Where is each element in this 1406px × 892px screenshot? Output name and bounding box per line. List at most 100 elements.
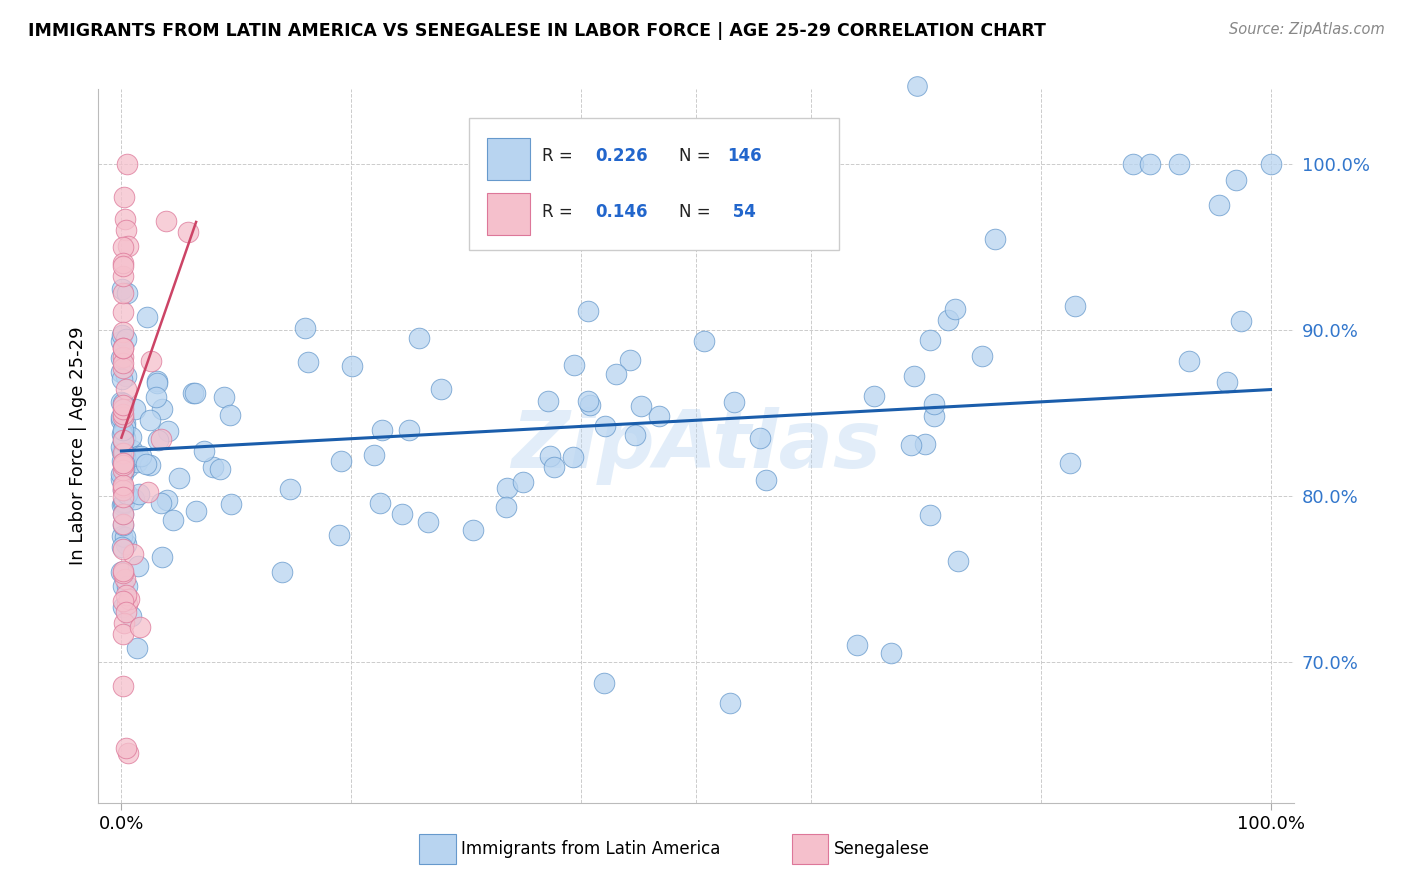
- Point: [115, 487, 138, 501]
- Point: [880, 647, 903, 661]
- FancyBboxPatch shape: [470, 118, 839, 250]
- Point: [129, 620, 152, 634]
- Point: [127, 450, 149, 464]
- Point: [209, 461, 232, 475]
- Point: [593, 676, 616, 690]
- Point: [271, 565, 294, 579]
- Point: [141, 354, 163, 368]
- Point: [111, 407, 134, 421]
- Point: [115, 369, 138, 384]
- Point: [111, 467, 134, 481]
- Text: N =: N =: [679, 147, 716, 165]
- Point: [1225, 173, 1247, 187]
- Point: [114, 572, 136, 586]
- Point: [512, 475, 534, 489]
- Point: [562, 358, 585, 372]
- Point: [115, 223, 138, 237]
- Point: [1064, 299, 1087, 313]
- Text: 0.146: 0.146: [596, 203, 648, 221]
- Point: [897, 148, 920, 162]
- Point: [111, 351, 134, 365]
- Point: [111, 361, 134, 376]
- Point: [111, 356, 134, 370]
- Point: [495, 500, 517, 514]
- Point: [111, 433, 134, 447]
- Point: [112, 461, 135, 475]
- Point: [111, 395, 134, 409]
- Point: [111, 325, 134, 339]
- Point: [755, 473, 778, 487]
- Point: [121, 442, 143, 457]
- Point: [111, 490, 134, 504]
- Point: [111, 564, 134, 578]
- Point: [110, 467, 132, 481]
- Point: [112, 446, 135, 460]
- Point: [146, 433, 169, 447]
- Point: [115, 286, 138, 301]
- Point: [111, 282, 134, 296]
- Point: [114, 431, 136, 445]
- Point: [648, 409, 671, 424]
- Point: [576, 303, 599, 318]
- Point: [212, 390, 235, 404]
- Point: [110, 394, 132, 409]
- Point: [723, 395, 745, 409]
- Point: [114, 420, 136, 434]
- Point: [111, 542, 134, 557]
- Point: [112, 494, 135, 508]
- Point: [111, 372, 134, 386]
- Point: [111, 444, 134, 458]
- Point: [110, 334, 132, 348]
- Point: [122, 492, 145, 507]
- Point: [114, 382, 136, 396]
- Point: [127, 641, 149, 656]
- Point: [110, 566, 132, 580]
- Point: [900, 438, 922, 452]
- Point: [115, 605, 138, 619]
- Point: [128, 486, 150, 500]
- Point: [391, 507, 413, 521]
- Point: [176, 225, 198, 239]
- Point: [117, 746, 139, 760]
- Point: [340, 359, 363, 374]
- Point: [139, 413, 162, 427]
- Point: [970, 349, 993, 363]
- Text: ZipAtlas: ZipAtlas: [510, 407, 882, 485]
- Point: [111, 285, 134, 300]
- Point: [152, 550, 174, 565]
- Point: [114, 450, 136, 464]
- Point: [127, 558, 149, 573]
- Point: [184, 504, 207, 518]
- Point: [111, 426, 134, 441]
- Point: [416, 515, 439, 529]
- Point: [111, 304, 134, 318]
- Point: [111, 327, 134, 342]
- Point: [1059, 456, 1081, 470]
- Point: [184, 386, 207, 401]
- Point: [294, 321, 316, 335]
- Point: [167, 471, 190, 485]
- Point: [537, 393, 560, 408]
- Text: R =: R =: [541, 147, 578, 165]
- Point: [111, 679, 134, 693]
- Point: [983, 231, 1005, 245]
- Text: 54: 54: [727, 203, 756, 221]
- Point: [1139, 157, 1161, 171]
- Point: [112, 615, 135, 630]
- Text: 146: 146: [727, 147, 762, 165]
- Point: [398, 423, 420, 437]
- Point: [1167, 157, 1189, 171]
- Point: [1122, 157, 1144, 171]
- Text: Senegalese: Senegalese: [834, 840, 929, 858]
- Point: [110, 413, 132, 427]
- Point: [125, 455, 148, 469]
- Point: [219, 408, 242, 422]
- Point: [1216, 376, 1239, 390]
- Point: [111, 341, 134, 355]
- Point: [922, 396, 945, 410]
- Point: [914, 437, 936, 451]
- Point: [562, 450, 585, 464]
- Point: [150, 402, 173, 417]
- Point: [202, 460, 225, 475]
- Point: [139, 458, 162, 473]
